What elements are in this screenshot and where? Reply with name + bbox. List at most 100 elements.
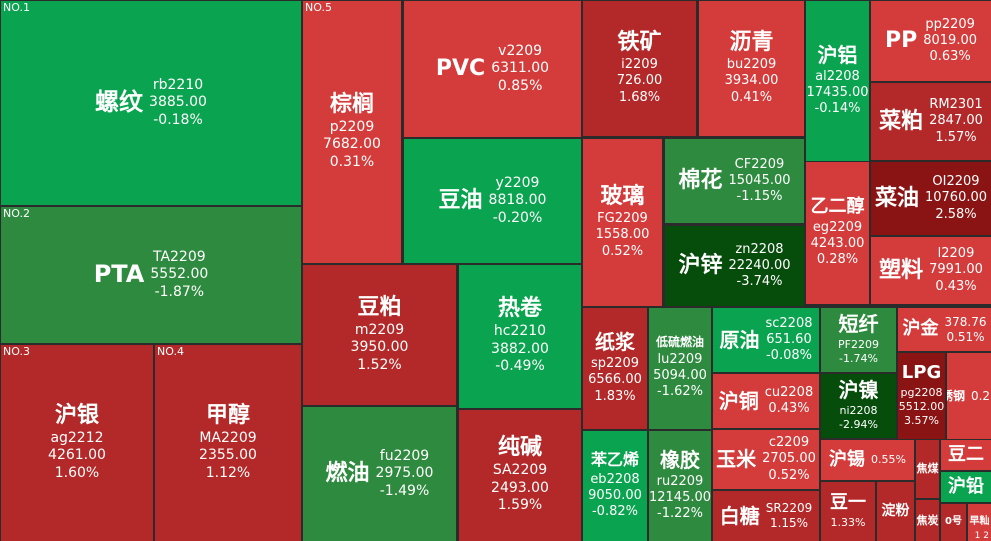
quote-info: MA2209 2355.00 1.12% bbox=[199, 430, 257, 483]
tile-ru2209[interactable]: 橡胶 ru2209 12145.00 -1.22% bbox=[649, 431, 711, 541]
tile-fg2209[interactable]: 玻璃 FG2209 1558.00 0.52% bbox=[583, 139, 662, 306]
tile-sc2208[interactable]: 原油 sc2208 651.60 -0.08% bbox=[713, 308, 819, 372]
tile-pg2208[interactable]: LPG pg2208 5512.00 3.57% bbox=[898, 353, 945, 439]
tile-b[interactable]: 豆二 bbox=[941, 440, 991, 470]
tile-m2209[interactable]: 豆粕 m2209 3950.00 1.52% bbox=[303, 265, 456, 405]
tile-eb2208[interactable]: 苯乙烯 eb2208 9050.00 -0.82% bbox=[583, 431, 647, 541]
contract-code: ni2208 bbox=[839, 404, 878, 418]
tile-pb[interactable]: 沪铅 bbox=[941, 472, 991, 502]
tile-v2209[interactable]: PVC v2209 6311.00 0.85% bbox=[404, 1, 581, 137]
quote-info: y2209 8818.00 -0.20% bbox=[489, 175, 547, 228]
tile-sr2209[interactable]: 白糖 SR2209 1.15% bbox=[713, 491, 819, 541]
tile-content: 棕榈 p2209 7682.00 0.31% bbox=[303, 1, 401, 263]
tile-content: 螺纹 rb2210 3885.00 -0.18% bbox=[1, 1, 301, 205]
tile-l2209[interactable]: 塑料 l2209 7991.00 0.43% bbox=[871, 237, 991, 304]
tile-a[interactable]: 豆一 1.33% bbox=[821, 482, 875, 541]
tile-ag2212[interactable]: NO.3 沪银 ag2212 4261.00 1.60% bbox=[1, 345, 153, 541]
tile-eg2209[interactable]: 乙二醇 eg2209 4243.00 0.28% bbox=[806, 162, 869, 304]
tile-jm[interactable]: 焦煤 bbox=[916, 440, 939, 498]
last-price: 2975.00 bbox=[375, 465, 434, 482]
tile-y2209[interactable]: 豆油 y2209 8818.00 -0.20% bbox=[404, 139, 581, 263]
last-price: 3882.00 bbox=[491, 340, 549, 357]
tile-content: 纸浆 sp2209 6566.00 1.83% bbox=[583, 308, 647, 429]
tile-oi2209[interactable]: 菜油 OI2209 10760.00 2.58% bbox=[871, 162, 991, 235]
commodity-name: 焦煤 bbox=[916, 462, 939, 476]
contract-code: SR2209 bbox=[765, 501, 813, 515]
commodity-name: 纸浆 bbox=[595, 330, 635, 355]
contract-code: RM2301 bbox=[929, 97, 983, 113]
tile-rb2210[interactable]: NO.1 螺纹 rb2210 3885.00 -0.18% bbox=[1, 1, 301, 205]
tile-content: 原油 sc2208 651.60 -0.08% bbox=[713, 308, 819, 372]
quote-info: pg2208 5512.00 3.57% bbox=[899, 386, 945, 427]
commodity-name: 低硫燃油 bbox=[655, 335, 704, 350]
contract-code: eg2209 bbox=[812, 219, 863, 235]
tile-content: 橡胶 ru2209 12145.00 -1.22% bbox=[649, 431, 711, 541]
last-price: 8019.00 bbox=[923, 32, 977, 48]
tile-content: 菜粕 RM2301 2847.00 1.57% bbox=[871, 83, 991, 160]
last-price: 4243.00 bbox=[810, 235, 865, 251]
change-percent: -1.22% bbox=[657, 506, 703, 522]
last-price: 2355.00 bbox=[199, 447, 257, 464]
tile-bu2209[interactable]: 沥青 bu2209 3934.00 0.41% bbox=[699, 1, 804, 136]
tile-au[interactable]: 沪金 378.76 0.51% bbox=[898, 308, 991, 351]
tile-ni2208[interactable]: 沪镍 ni2208 -2.94% bbox=[821, 374, 896, 438]
last-price: 6566.00 bbox=[588, 372, 642, 388]
tile-content: 棉花 CF2209 15045.00 -1.15% bbox=[665, 139, 804, 223]
commodity-name: 豆粕 bbox=[357, 294, 402, 320]
tile-sa2209[interactable]: 纯碱 SA2209 2493.00 1.59% bbox=[459, 410, 581, 541]
change-percent: -1.49% bbox=[379, 482, 430, 499]
tile-pp2209[interactable]: PP pp2209 8019.00 0.63% bbox=[871, 1, 991, 81]
commodity-name: PP bbox=[884, 28, 918, 54]
change-percent: 0.43% bbox=[935, 278, 977, 294]
tile-rm2301[interactable]: 菜粕 RM2301 2847.00 1.57% bbox=[871, 83, 991, 160]
quote-info: v2209 6311.00 0.85% bbox=[491, 43, 549, 96]
tile-al2208[interactable]: 沪铝 al2208 17435.00 -0.14% bbox=[806, 1, 869, 161]
tile-fu2209[interactable]: 燃油 fu2209 2975.00 -1.49% bbox=[303, 407, 456, 541]
quote-info: p2209 7682.00 0.31% bbox=[323, 119, 381, 172]
tile-content: 塑料 l2209 7991.00 0.43% bbox=[871, 237, 991, 304]
tile-j[interactable]: 焦炭 bbox=[916, 500, 939, 541]
tile-zn2208[interactable]: 沪锌 zn2208 22240.00 -3.74% bbox=[665, 226, 804, 306]
tile-hc2210[interactable]: 热卷 hc2210 3882.00 -0.49% bbox=[459, 265, 581, 408]
rank-label: NO.4 bbox=[157, 345, 184, 358]
tile-ma2209[interactable]: NO.4 甲醇 MA2209 2355.00 1.12% bbox=[155, 345, 301, 541]
last-price: 5094.00 bbox=[653, 368, 707, 384]
tile-cf2209[interactable]: 棉花 CF2209 15045.00 -1.15% bbox=[665, 139, 804, 223]
commodity-name: 原油 bbox=[719, 327, 760, 352]
tile-content: 淀粉 bbox=[877, 482, 914, 541]
tile-pf2209[interactable]: 短纤 PF2209 -1.74% bbox=[821, 308, 896, 372]
tile-sn[interactable]: 沪锡 0.55% bbox=[821, 440, 914, 480]
quote-info: cu2208 0.43% bbox=[765, 385, 813, 418]
change-percent: 0.52% bbox=[601, 243, 644, 259]
change-percent: 0.41% bbox=[730, 89, 773, 105]
last-price: 726.00 bbox=[616, 73, 663, 89]
tile-ss[interactable]: 不锈钢 0.27% bbox=[947, 353, 991, 439]
tile-cu2208[interactable]: 沪铜 cu2208 0.43% bbox=[713, 374, 819, 428]
change-percent: 1.59% bbox=[497, 497, 543, 514]
commodity-name: 热卷 bbox=[497, 296, 542, 322]
change-percent: 1.33% bbox=[830, 515, 866, 529]
commodity-name: 沪铜 bbox=[718, 388, 759, 413]
quote-info: bu2209 3934.00 0.41% bbox=[725, 57, 779, 106]
tile-tiny[interactable]: 7 2 1 2 bbox=[968, 528, 991, 541]
tile-fu0[interactable]: 0号 bbox=[941, 504, 966, 541]
commodity-name: 玉米 bbox=[716, 447, 757, 471]
last-price: 9050.00 bbox=[588, 487, 642, 503]
quote-info: lu2209 5094.00 -1.62% bbox=[653, 352, 707, 401]
tile-c2209[interactable]: 玉米 c2209 2705.00 0.52% bbox=[713, 430, 819, 489]
change-percent: 0.55% bbox=[871, 453, 906, 467]
tile-content: 沥青 bu2209 3934.00 0.41% bbox=[699, 1, 804, 136]
tile-p2209[interactable]: NO.5 棕榈 p2209 7682.00 0.31% bbox=[303, 1, 401, 263]
tile-content: 菜油 OI2209 10760.00 2.58% bbox=[871, 162, 991, 235]
quote-info: 0.55% bbox=[871, 453, 906, 467]
commodity-name: 玻璃 bbox=[600, 184, 645, 210]
tile-i2209[interactable]: 铁矿 i2209 726.00 1.68% bbox=[583, 1, 696, 136]
tile-sp2209[interactable]: 纸浆 sp2209 6566.00 1.83% bbox=[583, 308, 647, 429]
tile-ta2209[interactable]: NO.2 PTA TA2209 5552.00 -1.87% bbox=[1, 207, 301, 343]
commodity-name: 早籼 bbox=[969, 516, 990, 528]
change-percent: 1.83% bbox=[594, 388, 636, 404]
contract-code: lu2209 bbox=[657, 351, 703, 367]
tile-lu2209[interactable]: 低硫燃油 lu2209 5094.00 -1.62% bbox=[649, 308, 711, 429]
tile-ap[interactable]: 淀粉 bbox=[877, 482, 914, 541]
quote-info: ru2209 12145.00 -1.22% bbox=[649, 474, 711, 523]
